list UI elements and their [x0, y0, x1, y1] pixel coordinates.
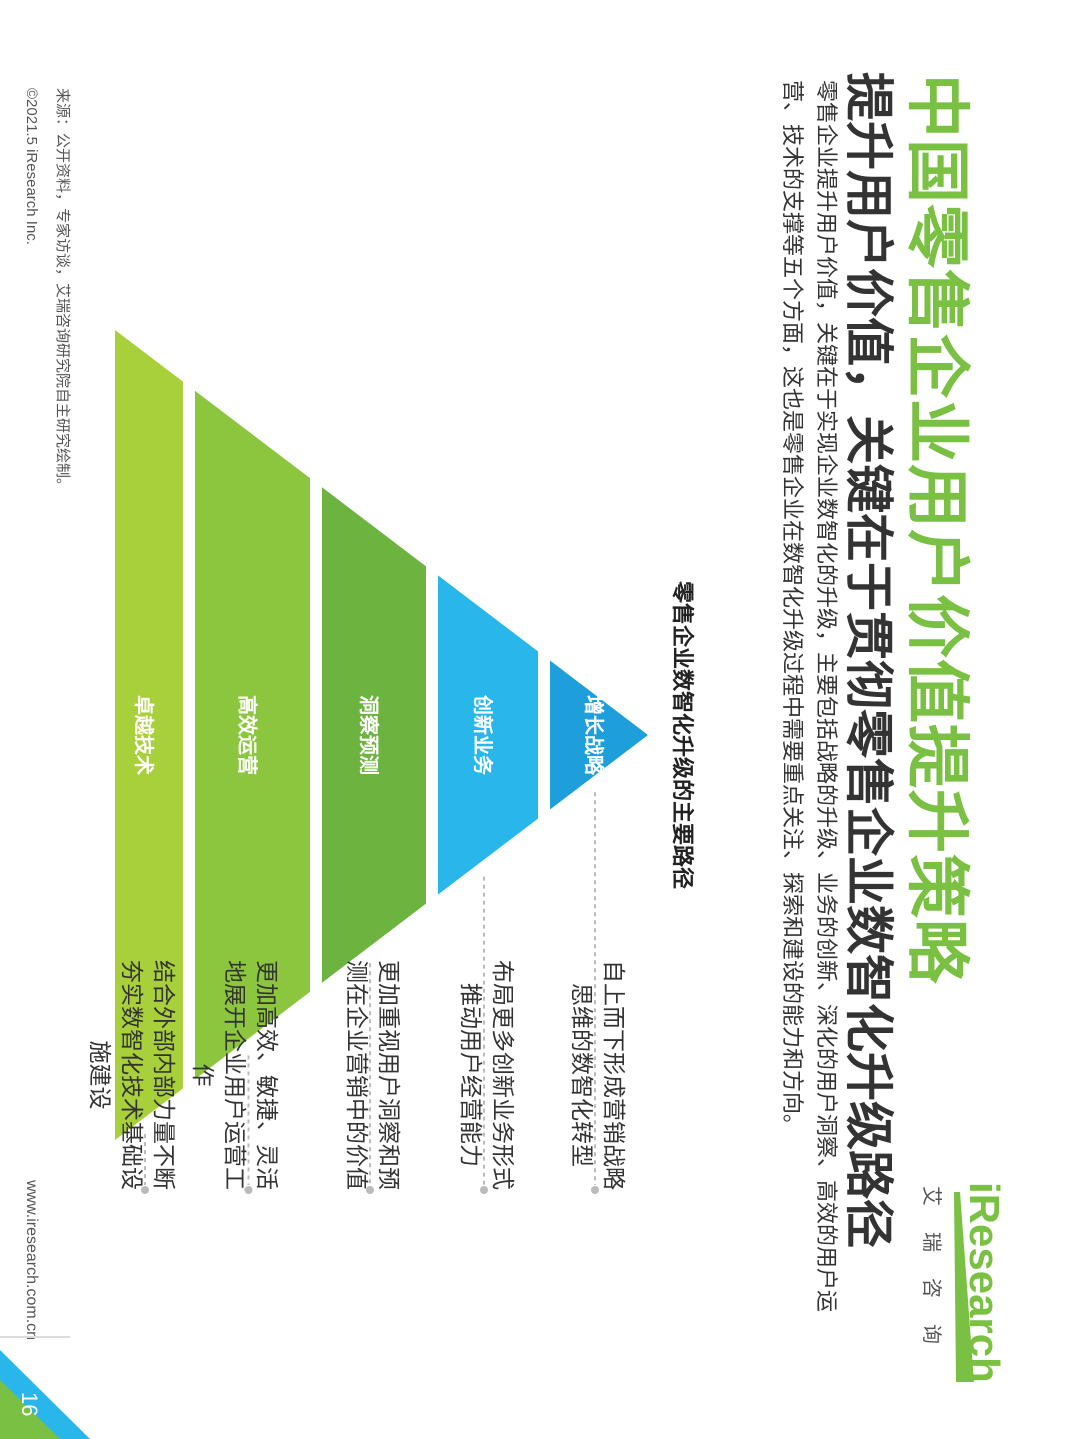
pyramid-level-description: 更加高效、敏捷、灵活地展开企业用户运营工作 — [189, 960, 280, 1190]
connector-dot — [591, 1186, 599, 1194]
source-note: 来源：公开资料，专家访谈，艾瑞咨询研究院自主研究绘制。 — [54, 88, 72, 494]
copyright: ©2021.5 iResearch Inc. — [23, 88, 40, 245]
page-corner-graphic — [0, 1350, 90, 1439]
pyramid-level-label: 创新业务 — [471, 694, 495, 776]
website-link[interactable]: www.iresearch.com.cn — [23, 1180, 40, 1341]
pyramid-level-label: 卓越技术 — [132, 695, 156, 775]
pyramid-level-4 — [195, 390, 310, 1080]
pyramid-level-5 — [115, 330, 183, 1140]
pyramid-level-description: 更加重视用户洞察和预测在企业营销中的价值 — [343, 960, 401, 1190]
connector-dot — [141, 1186, 149, 1194]
connector-dot — [480, 1186, 488, 1194]
logo-swoosh-icon — [954, 1192, 974, 1382]
pyramid-level-3 — [322, 487, 426, 983]
pyramid-level-label: 增长战略 — [582, 695, 606, 776]
pyramid-level-label: 洞察预测 — [357, 695, 381, 775]
pyramid-level-description: 结合外部内部力量不断夯实数智化技术基础设施建设 — [86, 960, 176, 1190]
footer-divider — [0, 1336, 70, 1338]
pyramid-level-description: 自上而下形成营销战略思维的数智化转型 — [568, 960, 626, 1190]
connector-dot — [366, 1186, 374, 1194]
page-number: 16 — [17, 1392, 42, 1417]
connector-dot — [244, 1186, 253, 1194]
pyramid-level-2 — [438, 575, 538, 895]
pyramid-level-1 — [550, 660, 648, 810]
pyramid-level-label: 高效运营 — [236, 695, 260, 775]
pyramid-level-description: 布局更多创新业务形式推动用户经营能力 — [457, 960, 515, 1190]
iresearch-logo: iResearch 艾瑞咨询 — [912, 1182, 1012, 1383]
